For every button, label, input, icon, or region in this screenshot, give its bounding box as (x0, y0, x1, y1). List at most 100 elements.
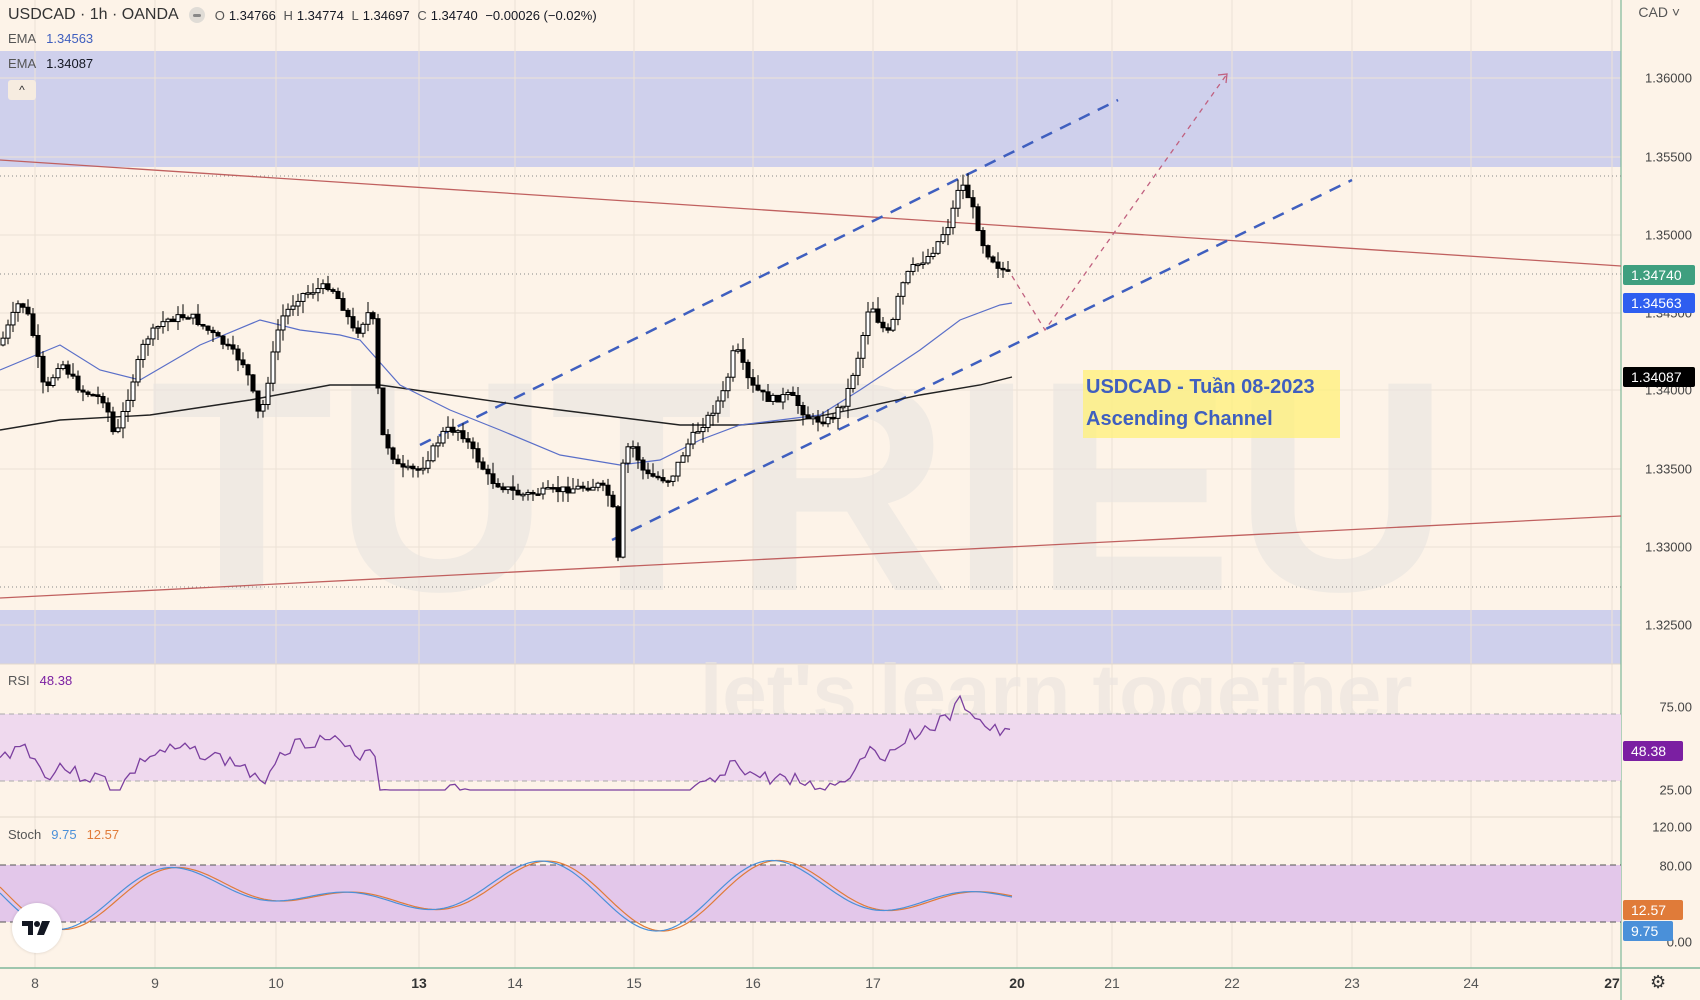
candle (405, 465, 411, 469)
time-tick: 23 (1344, 975, 1360, 991)
candle (555, 487, 561, 493)
candle (210, 329, 216, 334)
candle (110, 411, 116, 433)
candle (580, 485, 586, 489)
time-tick: 10 (268, 975, 284, 991)
candle (280, 315, 286, 331)
candle (105, 402, 111, 413)
stoch-tick: 0.00 (1666, 934, 1692, 950)
candle (915, 263, 921, 267)
candle (615, 506, 621, 558)
candle (430, 445, 436, 462)
rsi-band (0, 714, 1621, 781)
candle (100, 395, 106, 404)
candle (570, 488, 576, 494)
candle (655, 475, 661, 479)
candle (535, 493, 541, 496)
channel-lower (611, 178, 1353, 542)
candle (375, 318, 381, 389)
ema-fast-legend[interactable]: EMA 1.34563 (8, 31, 94, 46)
candle (925, 256, 931, 264)
candle (980, 230, 986, 247)
candle (680, 455, 686, 463)
candle (525, 491, 531, 495)
candle (285, 308, 291, 317)
collapse-legend-button[interactable]: ^ (8, 80, 36, 100)
candle (15, 303, 21, 313)
rsi-tick: 25.00 (1659, 782, 1692, 798)
candle (1000, 267, 1006, 271)
stoch-legend[interactable]: Stoch 9.75 12.57 (8, 827, 120, 842)
candle (170, 318, 176, 323)
candle (990, 256, 996, 263)
candle (115, 427, 121, 433)
candle (485, 468, 491, 475)
time-tick: 22 (1224, 975, 1240, 991)
price-tick: 1.35500 (1645, 149, 1692, 165)
time-tick: 17 (865, 975, 881, 991)
stoch-tick: 80.00 (1659, 858, 1692, 874)
candle (245, 364, 251, 376)
time-tick: 8 (31, 975, 39, 991)
candle (515, 489, 521, 496)
candle (205, 325, 211, 331)
candle (70, 373, 76, 377)
candle (265, 382, 271, 406)
candle (930, 252, 936, 258)
candle (345, 309, 351, 318)
stoch-d-line (0, 859, 1013, 932)
candle (35, 334, 41, 357)
tradingview-logo[interactable] (12, 903, 62, 953)
candle (740, 349, 746, 363)
resistance-zone (0, 51, 1621, 167)
candle (995, 261, 1001, 269)
candle (900, 282, 906, 297)
candle (835, 406, 841, 419)
candle (785, 391, 791, 396)
currency-menu[interactable]: CAD ˅ (1638, 4, 1680, 20)
ema-slow-legend[interactable]: EMA 1.34087 (8, 56, 94, 71)
gear-icon[interactable]: ⚙ (1650, 972, 1667, 992)
time-tick: 27 (1604, 975, 1620, 991)
candle (455, 430, 461, 433)
candle (885, 327, 891, 331)
candle (505, 486, 511, 491)
rsi-legend[interactable]: RSI 48.38 (8, 673, 73, 688)
candle (90, 393, 96, 397)
ema-slow-tag: 1.34087 (1623, 367, 1695, 387)
candle (230, 344, 236, 350)
candle (150, 327, 156, 340)
candle (60, 364, 66, 370)
candle (185, 317, 191, 320)
time-tick: 13 (411, 975, 427, 991)
candle (400, 463, 406, 468)
candle (940, 234, 946, 243)
candle (870, 308, 876, 313)
candle (530, 491, 536, 495)
candle (200, 324, 206, 327)
candle (415, 468, 421, 471)
candle (780, 394, 786, 403)
market-status-icon[interactable] (188, 7, 205, 23)
candle (135, 359, 141, 383)
candle (860, 334, 866, 359)
arrow-head-icon (1217, 73, 1228, 84)
candle (5, 324, 11, 339)
channel-upper (419, 98, 1119, 447)
symbol-title[interactable]: USDCAD · 1h · OANDA (8, 6, 179, 23)
chart-annotation[interactable]: USDCAD - Tuần 08-2023 Ascending Channel (1083, 370, 1340, 438)
candle (320, 283, 326, 290)
candle (475, 448, 481, 463)
rsi-line (0, 694, 1011, 791)
candle (575, 485, 581, 490)
candle (235, 348, 241, 361)
ascending-support (0, 515, 1622, 599)
candle (65, 364, 71, 375)
candle (985, 245, 991, 258)
candle (260, 404, 266, 412)
candle (820, 421, 826, 425)
candle (725, 376, 731, 392)
candle (690, 431, 696, 445)
